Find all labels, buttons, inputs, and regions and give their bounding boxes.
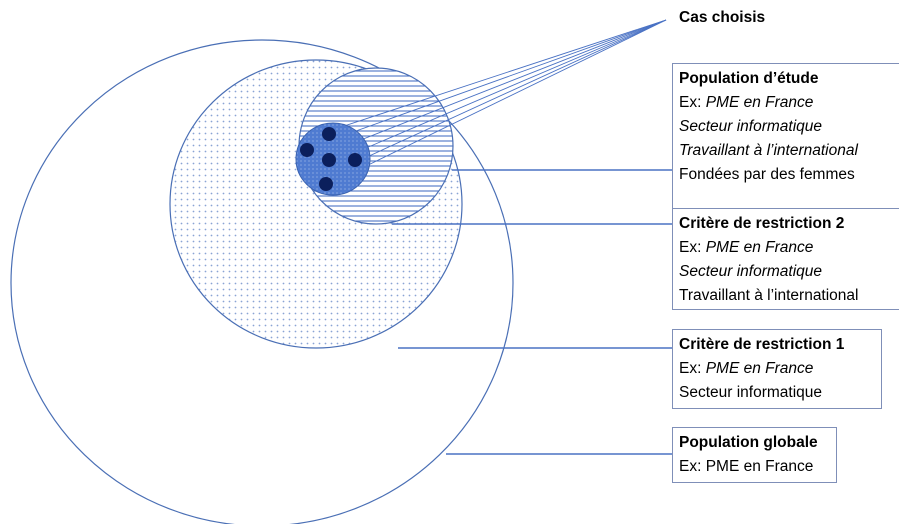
critere-1-example: Ex: PME en France — [679, 357, 875, 381]
population-etude-line-4: Fondées par des femmes — [679, 166, 855, 183]
example-prefix: Ex: — [679, 360, 706, 377]
example-prefix: Ex: — [679, 239, 706, 256]
critere-2-example: Ex: PME en France — [679, 236, 899, 260]
chosen-case-point — [322, 127, 336, 141]
critere-2-line-3: Travaillant à l’international — [679, 287, 859, 304]
critere-2-title: Critère de restriction 2 — [679, 215, 845, 232]
chosen-case-point — [319, 177, 333, 191]
critere-1-title: Critère de restriction 1 — [679, 336, 845, 353]
chosen-case-point — [322, 153, 336, 167]
example-prefix: Ex: — [679, 94, 706, 111]
example-value: PME en France — [705, 94, 814, 111]
cas-choisis-label: Cas choisis — [679, 9, 766, 26]
population-globale-box: Population globale Ex: PME en France — [672, 427, 837, 483]
example-value: PME en France — [705, 360, 814, 377]
critere-restriction-2-box: Critère de restriction 2 Ex: PME en Fran… — [672, 208, 899, 310]
label-connectors — [392, 169, 672, 455]
population-etude-line-3: Travaillant à l’international — [679, 142, 858, 159]
population-etude-line-2: Secteur informatique — [679, 118, 823, 135]
critere-2-line-2: Secteur informatique — [679, 263, 823, 280]
chosen-case-point — [300, 143, 314, 157]
example-value: PME en France — [705, 239, 814, 256]
critere-restriction-1-box: Critère de restriction 1 Ex: PME en Fran… — [672, 329, 882, 409]
population-etude-title: Population d’étude — [679, 70, 819, 87]
population-etude-example: Ex: PME en France — [679, 91, 899, 115]
population-globale-title: Population globale — [679, 434, 818, 451]
critere-1-line-2: Secteur informatique — [679, 384, 823, 401]
population-etude-box: Population d’étude Ex: PME en France Sec… — [672, 63, 899, 213]
chosen-case-point — [348, 153, 362, 167]
population-globale-example: Ex: PME en France — [679, 458, 814, 475]
chosen-cases — [300, 127, 362, 191]
cas-choisis-connectors — [337, 19, 667, 171]
